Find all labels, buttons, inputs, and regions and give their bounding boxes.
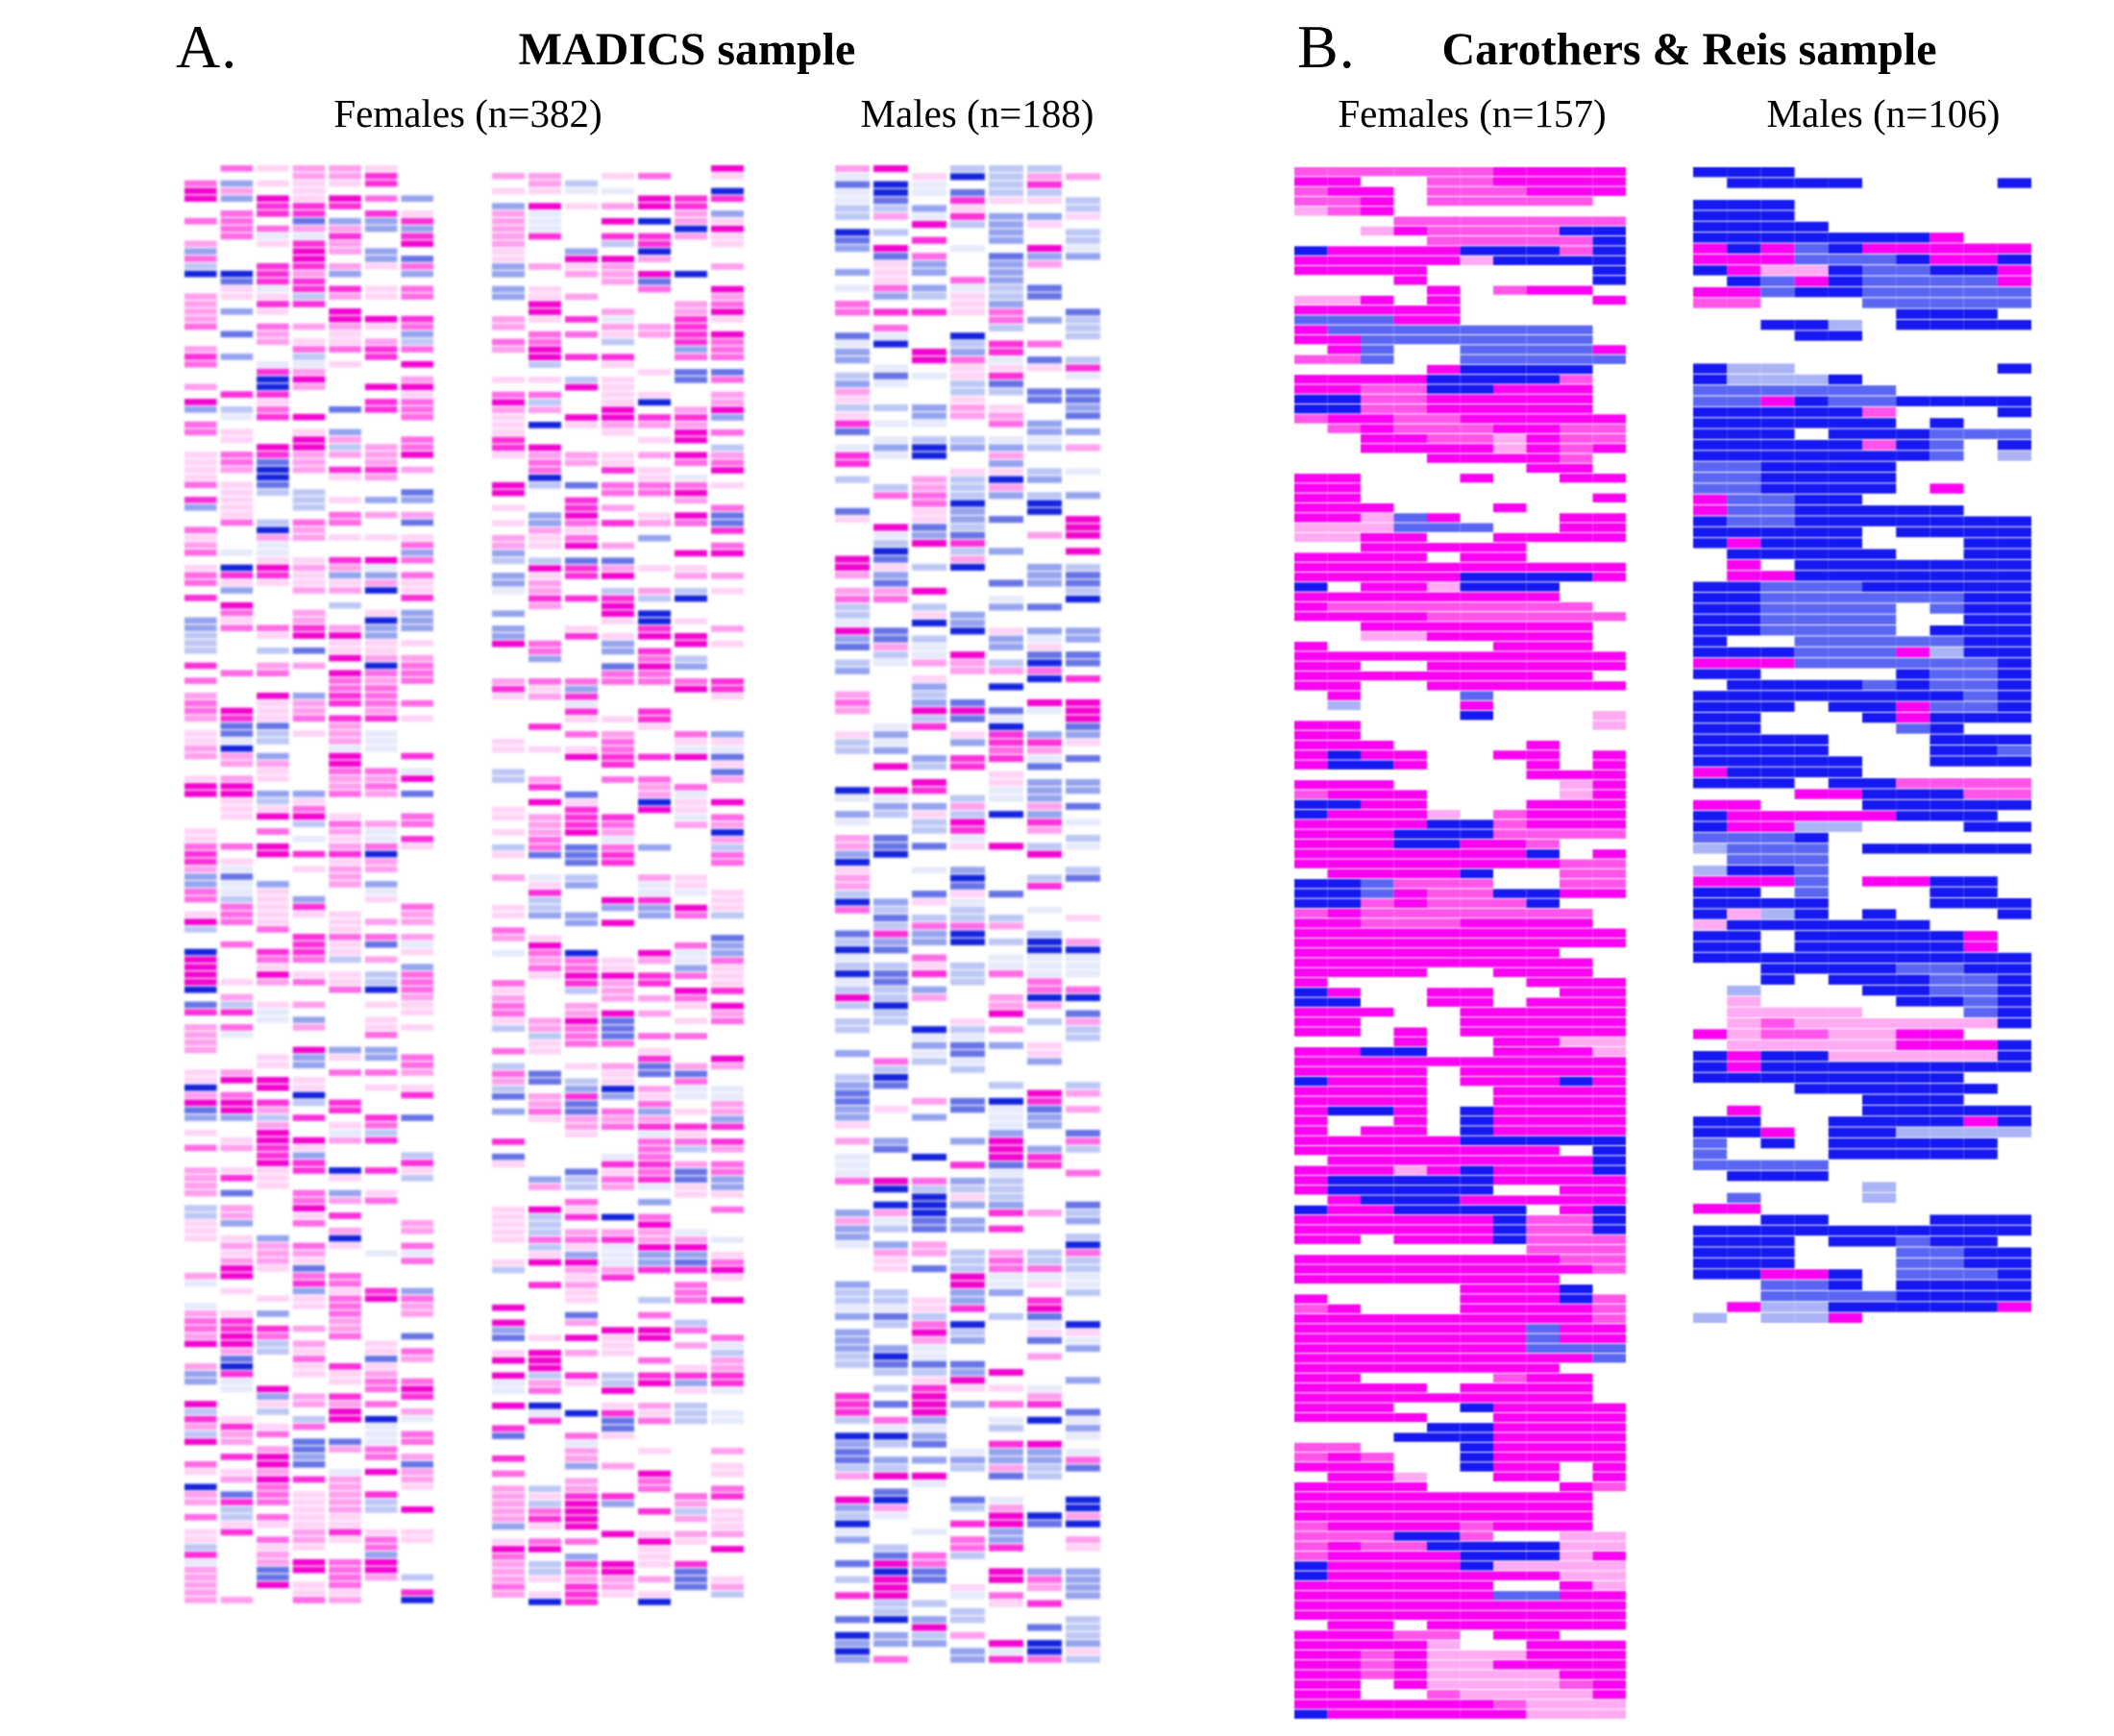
panel-a-letter: A. <box>176 12 238 81</box>
heatmap-madics-females-block1 <box>184 165 437 1604</box>
panel-b-letter: B. <box>1297 12 1356 81</box>
heatmap-madics-females-block2 <box>492 165 748 1606</box>
panel-a-males-label: Males (n=188) <box>860 91 1094 135</box>
panel-a-females-label: Females (n=382) <box>333 91 602 135</box>
panel-b-males-label: Males (n=106) <box>1766 91 2001 135</box>
panel-b-females-label: Females (n=157) <box>1338 91 1607 135</box>
heatmap-carothers-reis-males-block <box>1693 167 2031 1324</box>
heatmap-madics-males-block <box>835 165 1104 1664</box>
heatmap-carothers-reis-females-block <box>1294 167 1626 1720</box>
panel-b-title: Carothers & Reis sample <box>1441 24 1937 75</box>
panel-a-title: MADICS sample <box>518 24 856 75</box>
